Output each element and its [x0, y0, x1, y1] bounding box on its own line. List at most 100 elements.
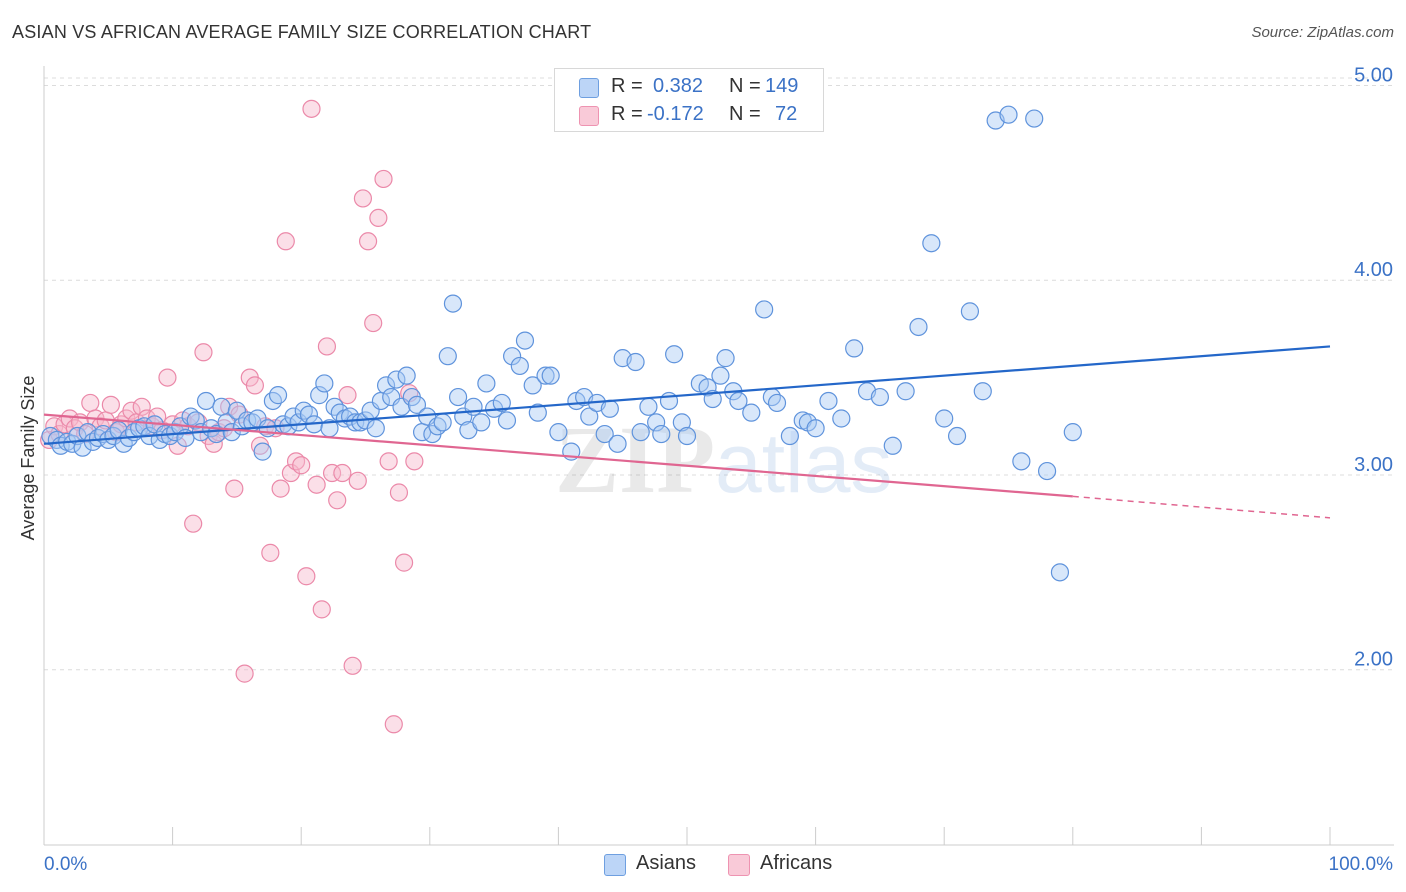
asian-point [315, 374, 334, 393]
african-point [276, 232, 295, 251]
asian-point [767, 393, 787, 413]
asian-point [497, 411, 517, 430]
n-label: N = [729, 103, 761, 125]
african-point [184, 514, 203, 533]
asian-legend-label: Asians [636, 852, 697, 874]
african-point [81, 393, 100, 413]
african-point [328, 491, 347, 510]
asian-point [528, 403, 547, 422]
asian-point [960, 302, 980, 321]
african-point [343, 656, 362, 675]
asian-point [973, 382, 992, 401]
asian-point [639, 397, 658, 416]
asian-point [626, 352, 645, 372]
asian-point [755, 300, 774, 319]
african-point [394, 553, 414, 572]
african-trend-line [43, 413, 1073, 498]
asian-point [515, 331, 535, 350]
african-point [194, 343, 213, 362]
asian-point [672, 413, 691, 432]
asian-point [310, 386, 329, 405]
asian-point [325, 397, 344, 416]
african-point [101, 395, 120, 414]
asian-point [806, 419, 825, 438]
n-label: N = [729, 75, 761, 97]
asian-point [492, 393, 511, 413]
asian-point [742, 403, 761, 422]
svg-text:ZIP: ZIP [555, 406, 715, 513]
african-point [168, 436, 187, 455]
asian-point [376, 376, 396, 395]
african-point [307, 475, 326, 494]
asian-point [647, 413, 666, 432]
asian-point [212, 397, 231, 416]
african-point [271, 479, 290, 498]
y-tick-label: 5.00 [1354, 64, 1393, 86]
african-point [225, 479, 244, 498]
asian-point [595, 424, 614, 444]
asian-point [580, 407, 599, 426]
asian-point [523, 376, 542, 395]
african-legend-swatch [728, 854, 750, 876]
correlation-legend: R = 0.382 N = 149 R = -0.172 N = 72 [554, 68, 824, 132]
african-point [389, 483, 409, 502]
asian-point [631, 423, 650, 442]
african-point [369, 208, 388, 228]
african-point [338, 386, 357, 405]
asian-point [196, 391, 216, 411]
african-point [158, 368, 177, 387]
african-point [132, 397, 151, 416]
african-point [384, 715, 403, 734]
asian-point [477, 374, 496, 393]
asian-point [536, 366, 555, 385]
asian-point [1037, 461, 1057, 481]
axes [43, 66, 1394, 846]
asian-point [253, 442, 272, 461]
asian-point [166, 423, 185, 442]
asian-point [780, 426, 799, 446]
asian-point [819, 391, 838, 411]
african-point [333, 463, 352, 483]
asian-point [922, 234, 941, 253]
asian-swatch [579, 78, 599, 98]
y-tick-label: 2.00 [1354, 649, 1393, 671]
african-point [379, 452, 398, 471]
asian-point [387, 370, 406, 389]
african-trend-extension [1072, 495, 1331, 519]
asian-point [114, 434, 133, 453]
asian-trend-line [43, 345, 1331, 445]
african-point [261, 543, 280, 562]
asian-point [407, 395, 427, 414]
asian-point [870, 387, 890, 407]
r-label: R = [611, 75, 643, 97]
african-point [297, 567, 316, 586]
asian-point [947, 426, 967, 446]
asian-point [268, 386, 288, 405]
asian-point [1012, 452, 1031, 471]
source-label: Source: ZipAtlas.com [1251, 24, 1394, 41]
asian-point [433, 413, 452, 432]
asian-point [1063, 423, 1082, 442]
y-axis-label: Average Family Size [18, 376, 38, 541]
asian-point [263, 391, 283, 411]
asian-point [366, 419, 385, 438]
asian-point [503, 347, 522, 366]
asian-point [608, 434, 627, 453]
african-point [364, 313, 383, 333]
y-tick-label: 3.00 [1354, 454, 1393, 476]
african-point [317, 337, 337, 356]
african-point [235, 664, 254, 683]
asian-point [716, 349, 735, 368]
asian-point [186, 411, 205, 430]
tick-labels: 2.00 3.00 4.00 5.00 0.0% 100.0% [44, 64, 1393, 875]
african-point [292, 456, 311, 475]
african-point [348, 471, 367, 490]
chart-title: ASIAN VS AFRICAN AVERAGE FAMILY SIZE COR… [12, 22, 592, 42]
asian-point [472, 413, 491, 432]
african-legend-label: Africans [760, 852, 833, 874]
asian-point [883, 436, 902, 455]
african-point [322, 463, 342, 483]
african-point [122, 401, 141, 420]
asian-point [999, 105, 1018, 124]
asian-point [600, 399, 619, 418]
